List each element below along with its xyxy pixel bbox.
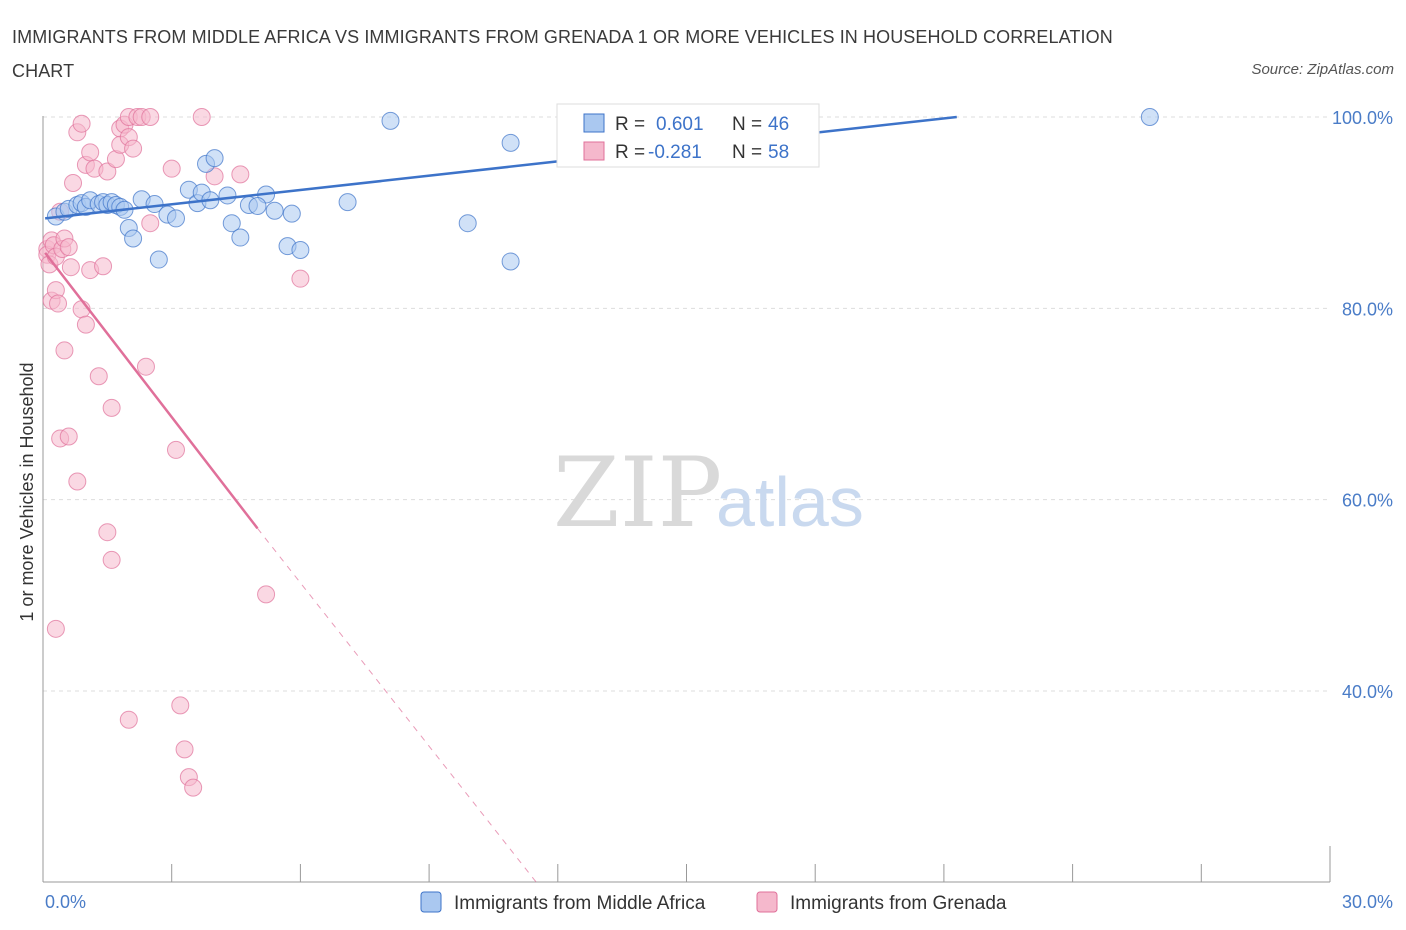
middle-africa-point-39: [458, 214, 477, 233]
x-axis-ticks: [42, 846, 1331, 882]
grenada-point-46: [141, 214, 160, 233]
grenada-point-30: [102, 398, 121, 417]
grenada-point-16: [61, 258, 80, 277]
stats-r-value-blue: 0.601: [656, 114, 704, 135]
middle-africa-point-28: [222, 214, 241, 233]
grenada-point-47: [162, 159, 181, 178]
stats-swatch-blue: [583, 113, 605, 133]
grenada-point-56: [291, 269, 310, 288]
middle-africa-point-40: [501, 133, 520, 152]
grenada-point-48: [166, 440, 185, 459]
grenada-point-28: [94, 257, 113, 276]
grenada-point-29: [98, 162, 117, 181]
legend-swatch-middle-africa: [420, 891, 442, 913]
grenada-point-54: [205, 167, 224, 186]
source-label: Source: ZipAtlas.com: [1251, 61, 1394, 78]
legend-swatch-grenada: [756, 891, 778, 913]
trend-line-middle-africa: [45, 115, 957, 220]
x-tick-label-min: 0.0%: [45, 892, 86, 912]
grenada-point-13: [55, 341, 74, 360]
grenada-point-8: [49, 294, 68, 313]
grenada-point-57: [257, 585, 276, 604]
middle-africa-point-18: [149, 250, 168, 269]
y-tick-label-60: 60.0%: [1342, 491, 1393, 511]
chart-title: IMMIGRANTS FROM MIDDLE AFRICA VS IMMIGRA…: [12, 27, 1113, 81]
legend-label-grenada: Immigrants from Grenada: [790, 893, 1007, 914]
grenada-point-42: [46, 619, 65, 638]
stats-box: R = 0.601 N = 46 R = -0.281 N = 58: [556, 103, 820, 168]
middle-africa-point-32: [248, 196, 267, 215]
middle-africa-point-20: [166, 209, 185, 228]
grenada-point-43: [98, 523, 117, 542]
middle-africa-point-27: [218, 186, 237, 205]
grenada-point-40: [136, 357, 155, 376]
middle-africa-point-45: [1140, 108, 1159, 126]
trend-line-grenada: [44, 252, 259, 530]
series-grenada-points: [38, 108, 310, 797]
grenada-point-53: [192, 108, 211, 126]
grenada-point-17: [64, 174, 83, 193]
grenada-point-19: [68, 472, 87, 491]
stats-r-label-blue: R =: [615, 114, 645, 135]
middle-africa-point-33: [265, 201, 284, 220]
grenada-point-27: [89, 367, 108, 386]
legend-label-middle-africa: Immigrants from Middle Africa: [454, 893, 706, 914]
grenada-point-41: [141, 108, 160, 126]
x-tick-label-max: 30.0%: [1342, 892, 1393, 912]
legend: Immigrants from Middle Africa Immigrants…: [420, 891, 1007, 914]
y-tick-label-100: 100.0%: [1332, 108, 1393, 128]
middle-africa-point-26: [205, 149, 224, 168]
middle-africa-point-36: [291, 240, 310, 259]
stats-n-value-pink: 58: [768, 142, 789, 163]
y-axis-tick-labels: 40.0% 60.0% 80.0% 100.0%: [1332, 108, 1393, 702]
stats-r-label-pink: R =: [615, 142, 645, 163]
watermark-atlas: atlas: [716, 463, 864, 541]
y-tick-label-40: 40.0%: [1342, 682, 1393, 702]
middle-africa-point-38: [381, 111, 400, 130]
grenada-point-14: [59, 238, 78, 257]
middle-africa-point-15: [124, 229, 143, 248]
grenada-point-55: [231, 165, 250, 184]
stats-swatch-pink: [583, 141, 605, 161]
grenada-point-44: [102, 550, 121, 569]
grenada-point-49: [171, 696, 190, 715]
stats-n-label-blue: N =: [732, 114, 762, 135]
stats-n-value-blue: 46: [768, 114, 789, 135]
grenada-point-45: [119, 710, 138, 729]
grenada-point-37: [124, 139, 143, 158]
stats-n-label-pink: N =: [732, 142, 762, 163]
middle-africa-point-29: [231, 228, 250, 247]
stats-r-value-pink: -0.281: [648, 142, 702, 163]
grenada-point-24: [81, 143, 100, 162]
watermark: ZIP atlas: [553, 437, 864, 549]
grenada-point-23: [76, 315, 95, 334]
watermark-zip: ZIP: [553, 437, 722, 549]
trend-line-grenada-extension: [257, 528, 537, 883]
middle-africa-point-41: [501, 252, 520, 271]
grenada-point-52: [184, 778, 203, 797]
grenada-point-20: [72, 114, 91, 133]
middle-africa-point-37: [338, 193, 357, 212]
grenada-point-15: [59, 427, 78, 446]
y-tick-label-80: 80.0%: [1342, 299, 1393, 319]
middle-africa-point-34: [282, 204, 301, 223]
grenada-point-50: [175, 740, 194, 759]
grid-lines: [43, 116, 1330, 692]
y-axis-label: 1 or more Vehicles in Household: [17, 362, 37, 621]
